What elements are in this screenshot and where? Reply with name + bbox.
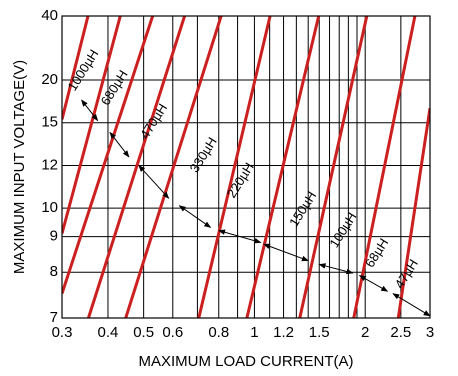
inductance-label: 47µH bbox=[392, 256, 421, 291]
dimension-arrow bbox=[392, 293, 431, 317]
dimension-arrow bbox=[81, 99, 99, 122]
y-tick-label: 7 bbox=[50, 309, 58, 326]
y-tick-label: 10 bbox=[41, 199, 58, 216]
dimension-arrow bbox=[218, 229, 262, 244]
series-line bbox=[62, 16, 155, 295]
inductance-label: 100µH bbox=[326, 210, 359, 251]
series-lines bbox=[62, 16, 430, 318]
y-tick-label: 9 bbox=[50, 228, 58, 245]
x-tick-label: 2.5 bbox=[390, 324, 411, 341]
y-tick-label: 20 bbox=[41, 71, 58, 88]
series-line bbox=[124, 16, 223, 318]
series-line bbox=[396, 107, 430, 318]
inductance-label: 330µH bbox=[187, 134, 220, 175]
inductance-label: 1000µH bbox=[64, 47, 101, 94]
dimension-arrow bbox=[109, 131, 130, 158]
x-tick-label: 0.5 bbox=[133, 324, 154, 341]
x-tick-label: 1.2 bbox=[273, 324, 294, 341]
plot-frame bbox=[61, 15, 431, 319]
x-tick-label: 0.6 bbox=[162, 324, 183, 341]
y-tick-label: 15 bbox=[41, 114, 58, 131]
series-line bbox=[245, 16, 321, 318]
x-tick-label: 3 bbox=[426, 324, 434, 341]
x-tick-label: 1 bbox=[250, 324, 258, 341]
dimension-arrow bbox=[138, 164, 170, 199]
series-line bbox=[87, 16, 187, 318]
inductance-label: 470µH bbox=[137, 101, 170, 142]
series-line bbox=[62, 16, 122, 234]
x-tick-label: 2 bbox=[361, 324, 369, 341]
tick-labels: 0.3 0.4 0.5 0.6 0.8 1 1.2 1.5 2 2.5 3 40 20 15 12 10 9 8 7 bbox=[41, 7, 434, 341]
y-tick-label: 8 bbox=[50, 263, 58, 280]
inductance-labels: 1000µH680µH470µH330µH220µH150µH100µH68µH… bbox=[64, 47, 420, 291]
dimension-arrow bbox=[178, 205, 212, 228]
x-tick-label: 0.4 bbox=[98, 324, 119, 341]
dimension-arrow bbox=[318, 263, 354, 275]
inductance-label: 150µH bbox=[286, 189, 319, 230]
x-tick-label: 0.8 bbox=[208, 324, 229, 341]
series-line bbox=[62, 16, 90, 120]
series-line bbox=[298, 16, 369, 318]
dimension-arrows bbox=[81, 99, 431, 317]
y-tick-label: 12 bbox=[41, 156, 58, 173]
dimension-arrow bbox=[263, 243, 309, 262]
x-tick-label: 0.3 bbox=[52, 324, 73, 341]
series-line bbox=[352, 16, 417, 318]
y-tick-label: 40 bbox=[41, 7, 58, 24]
x-tick-label: 1.5 bbox=[309, 324, 330, 341]
series-line bbox=[197, 16, 272, 318]
dimension-arrow bbox=[358, 275, 389, 292]
y-axis-title: MAXIMUM INPUT VOLTAGE(V) bbox=[11, 60, 28, 274]
x-axis-title: MAXIMUM LOAD CURRENT(A) bbox=[138, 353, 353, 370]
